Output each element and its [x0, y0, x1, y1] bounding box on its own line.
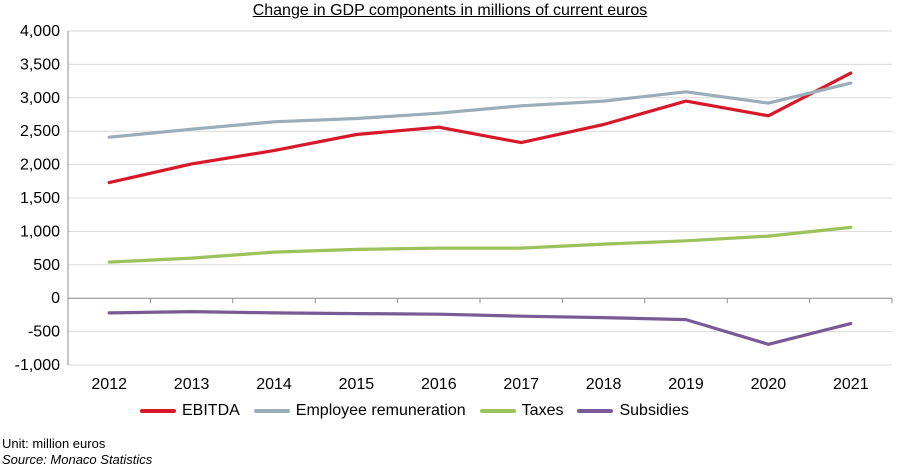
x-tick-label: 2012: [91, 376, 127, 393]
y-tick-label: 4,000: [20, 23, 60, 40]
x-tick-label: 2019: [668, 376, 704, 393]
legend-item-taxes: Taxes: [479, 402, 564, 420]
legend-label: Subsidies: [619, 402, 689, 419]
x-tick-label: 2014: [256, 376, 292, 393]
legend-swatch: [479, 409, 516, 413]
y-tick-label: 500: [33, 257, 60, 274]
gridlines: [68, 30, 892, 366]
y-tick-label: 0: [51, 290, 60, 307]
series-line-taxes: [107, 225, 853, 264]
y-tick-label: 1,000: [20, 223, 60, 240]
legend: EBITDA Employee remuneration Taxes Subsidie…: [140, 402, 703, 420]
source-note: Source: Monaco Statistics: [2, 452, 153, 467]
y-tick-label: 2,500: [20, 123, 60, 140]
legend-swatch: [577, 409, 614, 413]
x-tick-label: 2017: [503, 376, 539, 393]
x-tick-label: 2016: [421, 376, 457, 393]
y-tick-label: 3,500: [20, 56, 60, 73]
series-line-subsidies: [107, 310, 853, 346]
tick-labels: -1,000 -500 0 500 1,000 1,500 2,000 2,500 3,000 3…: [15, 23, 869, 393]
legend-label: Employee remuneration: [295, 402, 466, 419]
x-tick-label: 2013: [174, 376, 210, 393]
legend-item-ebitda: EBITDA: [140, 402, 240, 420]
legend-swatch: [253, 409, 290, 413]
unit-note: Unit: million euros: [2, 436, 106, 451]
y-tick-label: 3,000: [20, 90, 60, 107]
series-line-employee-remuneration: [107, 81, 853, 139]
legend-item-subsidies: Subsidies: [577, 402, 689, 420]
legend-swatch: [140, 409, 176, 413]
x-tick-label: 2021: [833, 376, 869, 393]
y-tick-label: -500: [28, 324, 60, 341]
x-tick-label: 2020: [751, 376, 787, 393]
y-tick-label: 2,000: [20, 157, 60, 174]
chart-title: Change in GDP components in millions of …: [252, 2, 648, 19]
x-tick-label: 2018: [586, 376, 622, 393]
legend-label: Taxes: [521, 402, 564, 419]
x-tick-label: 2015: [339, 376, 375, 393]
y-tick-label: -1,000: [15, 357, 60, 374]
series-line-ebitda: [107, 71, 853, 185]
y-tick-label: 1,500: [20, 190, 60, 207]
legend-item-employee-remuneration: Employee remuneration: [253, 402, 466, 420]
series-lines: [107, 71, 853, 346]
legend-label: EBITDA: [182, 402, 240, 419]
axes: [67, 31, 893, 365]
